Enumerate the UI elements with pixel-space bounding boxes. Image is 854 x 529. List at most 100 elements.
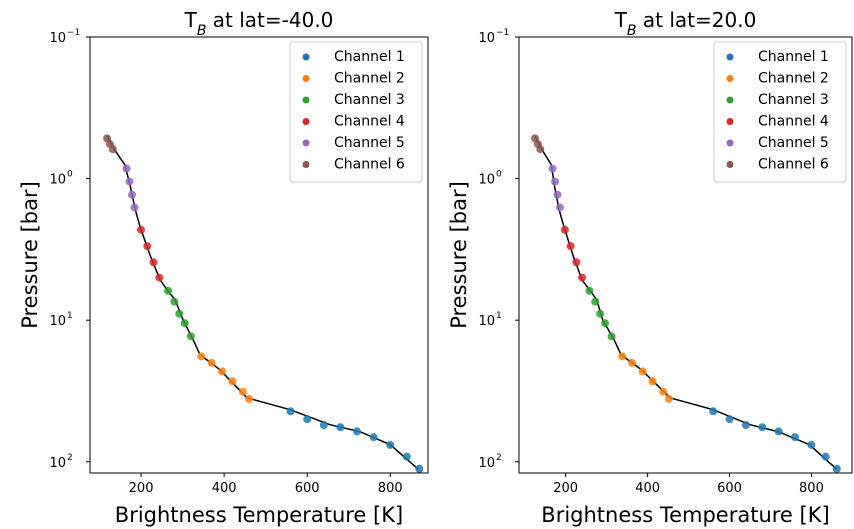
x-axis-label: Brightness Temperature [K] bbox=[541, 503, 829, 527]
y-tick-label: 10 bbox=[49, 456, 66, 471]
x-tick-label: 400 bbox=[635, 481, 660, 496]
scatter-point bbox=[386, 440, 395, 449]
scatter-point bbox=[807, 440, 816, 449]
y-tick-label: 10 bbox=[478, 173, 495, 188]
axes-frame bbox=[89, 36, 429, 474]
y-tick-base: 10 bbox=[49, 314, 66, 329]
scatter-point bbox=[551, 177, 560, 186]
y-tick-base: 10 bbox=[49, 456, 66, 471]
y-axis-label: Pressure [bar] bbox=[18, 181, 42, 329]
scatter-point bbox=[553, 190, 562, 199]
legend-label: Channel 3 bbox=[334, 92, 405, 108]
title-subscript: B bbox=[197, 23, 207, 39]
x-tick-label: 600 bbox=[295, 481, 320, 496]
scatter-point bbox=[659, 387, 668, 396]
x-axis-label: Brightness Temperature [K] bbox=[115, 503, 403, 527]
scatter-point bbox=[238, 387, 247, 396]
scatter-point bbox=[164, 286, 173, 295]
legend-marker bbox=[302, 75, 310, 82]
x-tick-label: 400 bbox=[212, 481, 237, 496]
scatter-point bbox=[286, 407, 295, 416]
scatter-point bbox=[607, 332, 616, 341]
scatter-point bbox=[108, 145, 117, 154]
legend-marker bbox=[726, 53, 734, 61]
y-tick-exponent: 1 bbox=[496, 311, 502, 321]
title-main: T bbox=[184, 8, 198, 32]
scatter-point bbox=[566, 242, 575, 251]
scatter-point bbox=[628, 358, 637, 367]
y-tick-base: 10 bbox=[478, 173, 495, 188]
legend-label: Channel 5 bbox=[334, 135, 405, 151]
scatter-point bbox=[125, 177, 134, 186]
scatter-point bbox=[175, 309, 184, 318]
legend-label: Channel 4 bbox=[758, 114, 829, 130]
scatter-point bbox=[596, 309, 605, 318]
scatter-point bbox=[664, 394, 673, 403]
scatter-point bbox=[741, 421, 750, 430]
y-tick-label: 10 bbox=[478, 314, 495, 329]
scatter-point bbox=[336, 423, 345, 432]
scatter-point bbox=[555, 203, 564, 212]
scatter-point bbox=[415, 464, 424, 473]
scatter-point bbox=[638, 367, 647, 376]
scatter-point bbox=[137, 225, 146, 234]
y-tick-exponent: 1 bbox=[67, 311, 73, 321]
scatter-point bbox=[218, 367, 227, 376]
legend-label: Channel 4 bbox=[334, 114, 405, 130]
axes-frame bbox=[518, 36, 853, 474]
chart-title: TB at lat=20.0 bbox=[614, 8, 757, 39]
y-tick-exponent: 0 bbox=[67, 170, 73, 180]
scatter-point bbox=[319, 421, 328, 430]
y-tick-base: 10 bbox=[478, 31, 495, 46]
legend-marker bbox=[302, 96, 310, 104]
title-main: T bbox=[614, 8, 628, 32]
scatter-point bbox=[791, 433, 800, 442]
scatter-point bbox=[560, 225, 569, 234]
y-axis-label: Pressure [bar] bbox=[447, 181, 471, 329]
y-tick-label: 10 bbox=[49, 314, 66, 329]
scatter-point bbox=[709, 407, 718, 416]
title-rest: at lat=20.0 bbox=[637, 8, 757, 32]
scatter-point bbox=[601, 319, 610, 328]
scatter-point bbox=[578, 273, 587, 282]
x-tick-label: 800 bbox=[378, 481, 403, 496]
scatter-point bbox=[618, 352, 627, 361]
scatter-point bbox=[352, 427, 361, 436]
scatter-point bbox=[725, 415, 734, 424]
x-tick-label: 200 bbox=[129, 481, 154, 496]
legend-marker bbox=[726, 96, 734, 104]
legend-marker bbox=[726, 139, 734, 147]
y-tick-label: 10 bbox=[49, 173, 66, 188]
legend-marker bbox=[302, 118, 310, 125]
legend-label: Channel 6 bbox=[758, 157, 829, 173]
legend-label: Channel 2 bbox=[334, 71, 405, 87]
legend-label: Channel 6 bbox=[334, 157, 405, 173]
scatter-point bbox=[127, 190, 136, 199]
scatter-point bbox=[536, 145, 545, 154]
x-tick-label: 800 bbox=[799, 481, 824, 496]
y-tick-base: 10 bbox=[49, 31, 66, 46]
scatter-point bbox=[186, 332, 195, 341]
y-tick-base: 10 bbox=[49, 173, 66, 188]
scatter-point bbox=[821, 452, 830, 461]
scatter-point bbox=[774, 427, 783, 436]
x-tick-label: 600 bbox=[717, 481, 742, 496]
y-tick-label: 10 bbox=[49, 31, 66, 46]
y-tick-label: 10 bbox=[478, 456, 495, 471]
scatter-point bbox=[207, 358, 216, 367]
scatter-point bbox=[369, 433, 378, 442]
y-tick-exponent: −1 bbox=[67, 28, 80, 38]
scatter-point bbox=[228, 377, 237, 386]
scatter-point bbox=[303, 415, 312, 424]
scatter-point bbox=[832, 464, 841, 473]
scatter-point bbox=[197, 352, 206, 361]
y-tick-base: 10 bbox=[478, 314, 495, 329]
scatter-point bbox=[143, 242, 152, 251]
legend-label: Channel 2 bbox=[758, 71, 829, 87]
profile-line bbox=[534, 135, 838, 470]
legend-marker bbox=[726, 75, 734, 82]
legend-label: Channel 3 bbox=[758, 92, 829, 108]
legend-marker bbox=[726, 118, 734, 125]
